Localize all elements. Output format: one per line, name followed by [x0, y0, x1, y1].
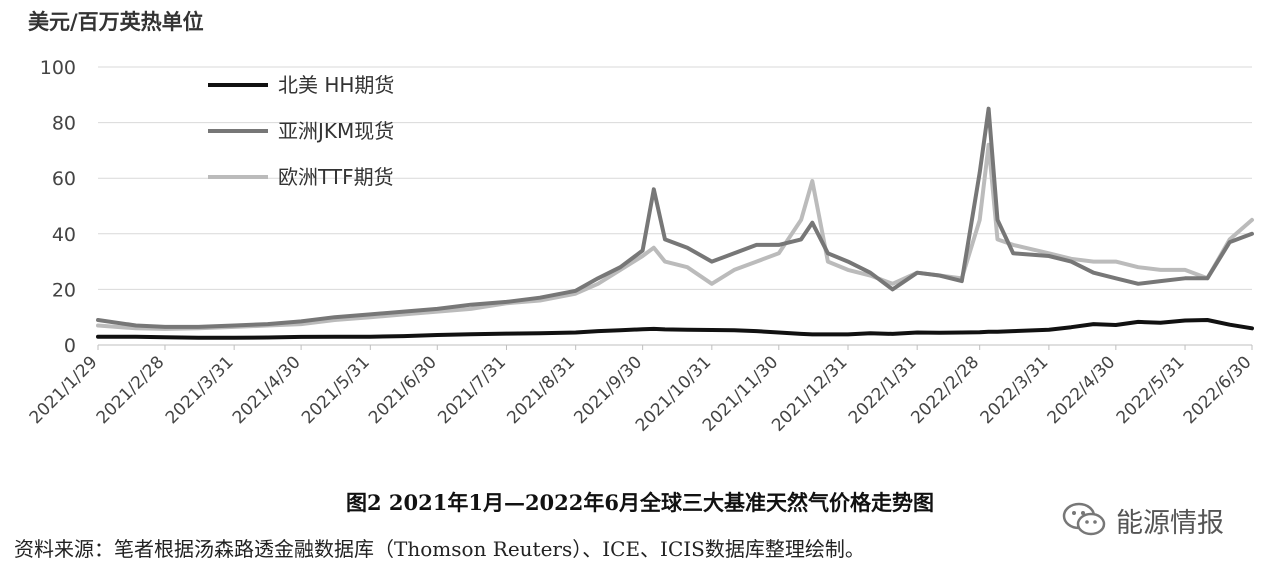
watermark-text: 能源情报: [1116, 507, 1224, 539]
legend-label: 欧洲TTF期货: [278, 165, 394, 189]
x-tick-label: 2022/6/30: [1180, 352, 1256, 428]
x-tick-label: 2022/2/28: [907, 352, 983, 428]
x-tick-label: 2021/7/31: [434, 352, 510, 428]
x-tick-label: 2021/1/29: [26, 352, 102, 428]
source-note: 资料来源：笔者根据汤森路透金融数据库（Thomson Reuters）、ICE、…: [14, 537, 865, 561]
x-tick-label: 2021/2/28: [93, 352, 169, 428]
x-tick-label: 2022/5/31: [1113, 352, 1189, 428]
x-tick-label: 2021/5/31: [298, 352, 374, 428]
x-tick-label: 2021/3/31: [162, 352, 238, 428]
figure-caption: 图2 2021年1月—2022年6月全球三大基准天然气价格走势图: [345, 490, 935, 515]
watermark: 能源情报: [1062, 500, 1224, 540]
legend-label: 亚洲JKM现货: [278, 119, 394, 143]
x-tick-label: 2022/4/30: [1044, 352, 1120, 428]
series-line: [96, 318, 1254, 340]
line-chart: 0204060801002021/1/292021/2/282021/3/312…: [26, 57, 1256, 436]
y-tick-label: 60: [52, 168, 76, 190]
x-tick-label: 2021/4/30: [229, 352, 305, 428]
x-tick-label: 2021/6/30: [365, 352, 441, 428]
y-tick-label: 100: [40, 57, 76, 79]
series-line: [96, 106, 1254, 329]
x-tick-label: 2022/3/31: [977, 352, 1053, 428]
y-axis-label: 美元/百万英热单位: [28, 10, 204, 34]
wechat-icon: [1062, 502, 1106, 536]
y-tick-label: 20: [52, 279, 76, 301]
series-line: [96, 142, 1254, 331]
legend-label: 北美 HH期货: [278, 73, 394, 97]
y-tick-label: 40: [52, 224, 76, 246]
x-tick-label: 2021/9/30: [570, 352, 646, 428]
y-tick-label: 0: [64, 335, 76, 357]
y-tick-label: 80: [52, 113, 76, 135]
x-tick-label: 2021/8/31: [503, 352, 579, 428]
